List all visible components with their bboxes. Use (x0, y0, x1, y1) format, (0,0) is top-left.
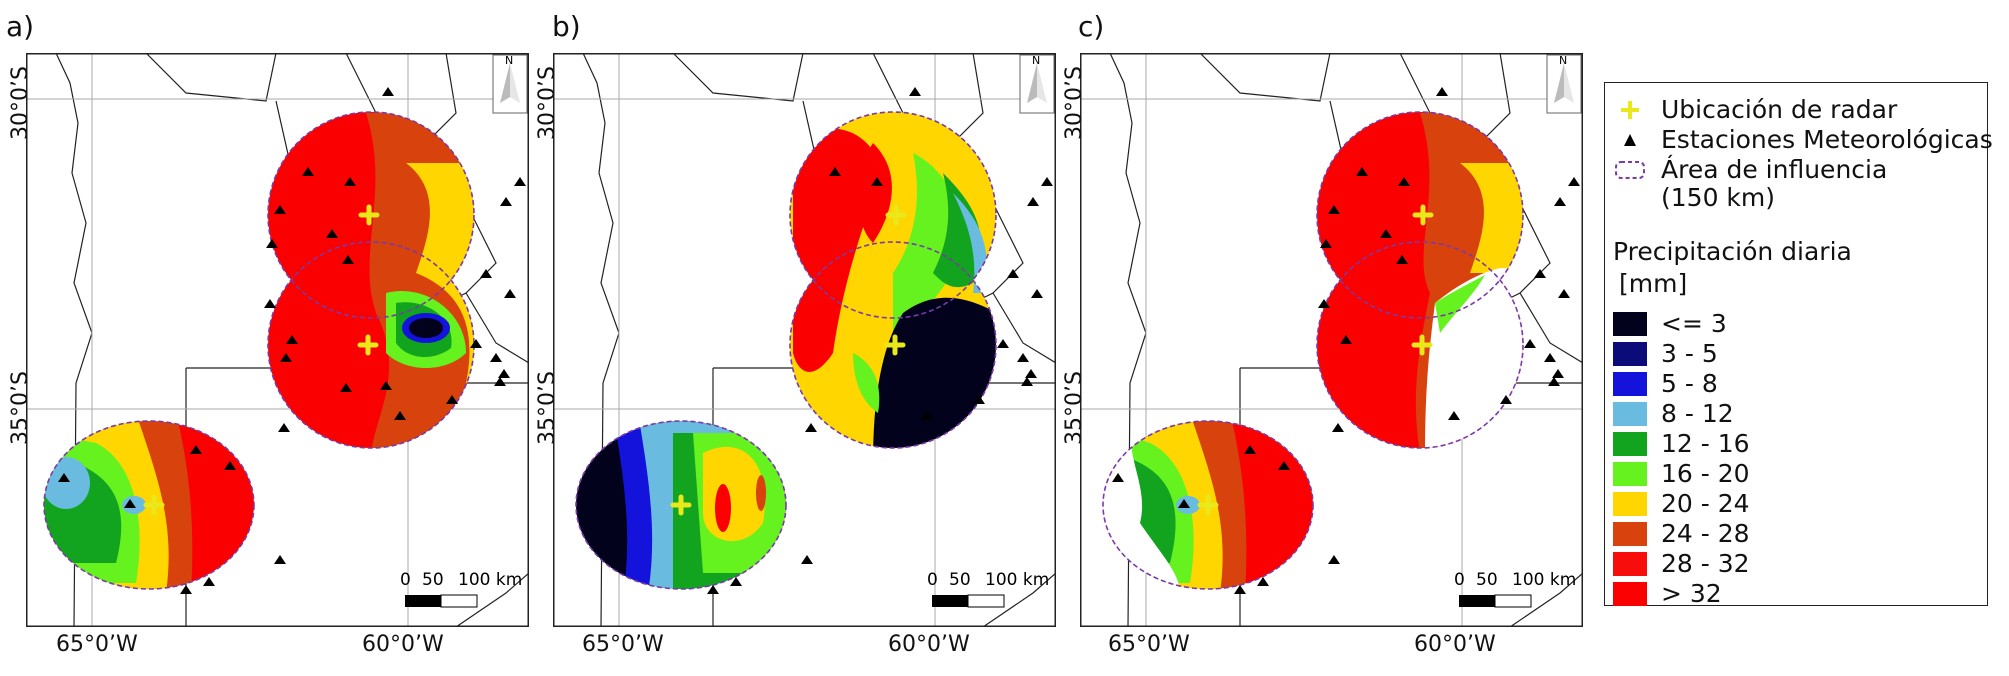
lat-tick-b-30: 30°0’S (535, 66, 560, 140)
lat-tick-b-35: 35°0’S (535, 371, 560, 445)
map-panel-b: N 0 50 100 km (553, 53, 1056, 627)
lon-tick-b-65: 65°0’W (582, 632, 664, 657)
precip-blob-north (1317, 112, 1523, 448)
north-arrow: N (1546, 54, 1582, 114)
precip-oval-south (576, 421, 786, 589)
radar-cross-icon (1621, 100, 1639, 119)
legend-class-label: > 32 (1661, 579, 1722, 608)
legend-class-label: 5 - 8 (1661, 369, 1718, 398)
legend-radar: Ubicación de radar (1613, 95, 1897, 124)
map-panel-c: N 0 50 100 km (1080, 53, 1583, 627)
scale-bar: 0 50 100 km (927, 570, 1049, 608)
legend-class-row: 8 - 12 (1613, 399, 1734, 428)
lon-tick-a-60: 60°0’W (362, 632, 444, 657)
legend-class-label: 28 - 32 (1661, 549, 1750, 578)
lat-tick-c-35: 35°0’S (1062, 371, 1087, 445)
legend-class-label: <= 3 (1661, 309, 1727, 338)
legend-swatch (1613, 551, 1647, 576)
lat-tick-a-35: 35°0’S (8, 371, 33, 445)
legend-swatch (1613, 491, 1647, 516)
legend-swatch (1613, 401, 1647, 426)
legend-area-radius: (150 km) (1661, 183, 1776, 212)
scale-bar: 0 50 100 km (1454, 570, 1576, 608)
lon-tick-a-65: 65°0’W (56, 632, 138, 657)
lon-tick-c-65: 65°0’W (1108, 632, 1190, 657)
stations (58, 87, 526, 594)
legend-swatch (1613, 341, 1647, 366)
north-arrow: N (1019, 54, 1055, 114)
legend-class-row: > 32 (1613, 579, 1722, 608)
legend-class-row: 20 - 24 (1613, 489, 1750, 518)
north-label: N (1559, 54, 1567, 67)
legend-class-row: 28 - 32 (1613, 549, 1750, 578)
scale-label-mid: 50 (422, 570, 444, 590)
panel-label-b: b) (552, 10, 581, 43)
scale-label-end: 100 km (1512, 570, 1576, 590)
panel-label-c: c) (1078, 10, 1105, 43)
precip-blob-north (268, 112, 474, 448)
legend-class-label: 20 - 24 (1661, 489, 1750, 518)
scale-label-end: 100 km (985, 570, 1049, 590)
north-arrow: N (492, 54, 528, 114)
legend-swatch (1613, 311, 1647, 336)
panel-label-a: a) (6, 10, 35, 43)
legend-class-row: <= 3 (1613, 309, 1727, 338)
lat-tick-c-30: 30°0’S (1062, 66, 1087, 140)
scale-label-zero: 0 (1454, 570, 1465, 590)
legend-title: Precipitación diaria (1613, 237, 1852, 266)
legend-swatch (1613, 461, 1647, 486)
legend-class-label: 3 - 5 (1661, 339, 1718, 368)
legend-class-label: 8 - 12 (1661, 399, 1734, 428)
north-label: N (505, 54, 513, 67)
station-triangle-icon (1624, 133, 1636, 146)
legend-class-row: 12 - 16 (1613, 429, 1750, 458)
stations (1112, 87, 1580, 594)
legend-class-row: 24 - 28 (1613, 519, 1750, 548)
legend-stations: Estaciones Meteorológicas (1613, 125, 1993, 154)
legend-class-row: 3 - 5 (1613, 339, 1718, 368)
scale-label-mid: 50 (1476, 570, 1498, 590)
legend-class-label: 12 - 16 (1661, 429, 1750, 458)
map-panel-a: N 0 50 100 km (26, 53, 529, 627)
north-label: N (1032, 54, 1040, 67)
legend-class-row: 16 - 20 (1613, 459, 1750, 488)
legend-swatch (1613, 431, 1647, 456)
lat-tick-a-30: 30°0’S (8, 66, 33, 140)
radar-markers (670, 204, 907, 516)
area-dashed-icon (1615, 160, 1645, 179)
legend-swatch (1613, 581, 1647, 606)
radar-markers (143, 204, 380, 516)
legend: Ubicación de radar Estaciones Meteorológ… (1604, 82, 1993, 608)
scale-label-zero: 0 (400, 570, 411, 590)
precip-oval-south (44, 421, 254, 589)
legend-area: Área de influencia (1613, 155, 1887, 184)
scale-label-zero: 0 (927, 570, 938, 590)
radar-markers (1197, 204, 1434, 516)
lon-tick-b-60: 60°0’W (888, 632, 970, 657)
legend-units: [mm] (1619, 269, 1688, 298)
scale-bar: 0 50 100 km (400, 570, 522, 608)
legend-class-label: 16 - 20 (1661, 459, 1750, 488)
lon-tick-c-60: 60°0’W (1414, 632, 1496, 657)
legend-swatch (1613, 371, 1647, 396)
precip-oval-south (1103, 421, 1313, 589)
scale-label-end: 100 km (458, 570, 522, 590)
legend-class-label: 24 - 28 (1661, 519, 1750, 548)
legend-swatch (1613, 521, 1647, 546)
scale-label-mid: 50 (949, 570, 971, 590)
stations (707, 87, 1053, 594)
legend-class-row: 5 - 8 (1613, 369, 1718, 398)
